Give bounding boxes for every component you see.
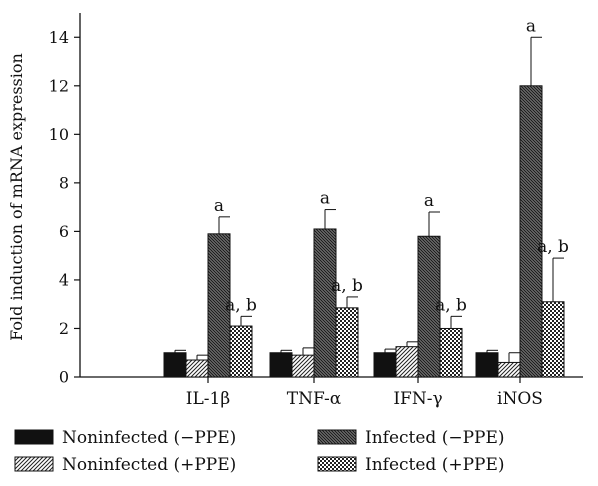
axes: 0 2 4 6 8 10 12 14 IL-1β TNF-α IFN-γ iNOS	[49, 13, 583, 409]
y-tick-label-10: 10	[49, 125, 69, 144]
legend-label-0: Noninfected (−PPE)	[62, 428, 236, 448]
x-tick-label-0: IL-1β	[186, 389, 230, 409]
legend-swatch-2	[317, 429, 357, 445]
legend-label-3: Infected (+PPE)	[365, 455, 505, 475]
significance-label-1-2: a	[320, 189, 330, 209]
legend-swatch-0	[14, 429, 54, 445]
bar-1-1	[291, 354, 315, 378]
y-tick-label-0: 0	[59, 368, 69, 387]
legend-swatch-1	[14, 456, 54, 472]
legend-swatch-3	[317, 456, 357, 472]
bar-0-3	[229, 325, 253, 378]
significance-label-3-2: a	[526, 16, 536, 36]
y-tick-label-12: 12	[49, 76, 69, 95]
bar-3-0	[475, 352, 499, 378]
legend-label-2: Infected (−PPE)	[365, 428, 505, 448]
legend-label-1: Noninfected (+PPE)	[62, 455, 236, 475]
significance-label-2-3: a, b	[435, 295, 467, 315]
significance-label-0-3: a, b	[225, 295, 257, 315]
bar-2-0	[373, 352, 397, 378]
bar-2-1	[395, 346, 419, 378]
x-tick-label-3: iNOS	[497, 389, 543, 409]
bar-1-2	[313, 228, 337, 378]
legend: Noninfected (−PPE) Infected (−PPE) Noninfe…	[14, 428, 505, 475]
bar-0-1	[185, 359, 209, 378]
significance-label-3-3: a, b	[537, 237, 569, 257]
y-tick-label-4: 4	[59, 270, 69, 289]
y-axis-label: Fold induction of mRNA expression	[7, 53, 26, 341]
bar-1-0	[269, 352, 293, 378]
bar-3-2	[519, 85, 543, 378]
bars	[163, 36, 565, 378]
bar-3-1	[497, 361, 521, 378]
bar-1-3	[335, 307, 359, 378]
significance-label-2-2: a	[424, 191, 434, 211]
significance-label-1-3: a, b	[331, 276, 363, 296]
bar-0-0	[163, 352, 187, 378]
y-tick-label-8: 8	[59, 173, 69, 192]
y-tick-label-14: 14	[49, 28, 69, 47]
y-tick-label-2: 2	[59, 319, 69, 338]
x-tick-label-2: IFN-γ	[393, 389, 442, 409]
bar-3-3	[541, 301, 565, 378]
x-tick-label-1: TNF-α	[287, 389, 342, 409]
significance-label-0-2: a	[214, 196, 224, 216]
y-tick-label-6: 6	[59, 222, 69, 241]
bar-2-3	[439, 327, 463, 378]
annotations: a a, b a a, b a a, b a a, b	[214, 16, 569, 315]
